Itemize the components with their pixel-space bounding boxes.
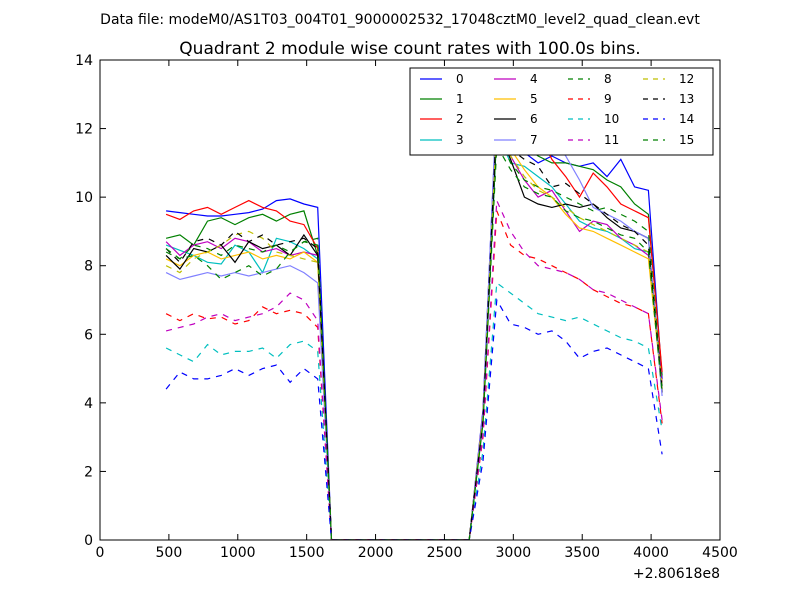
x-tick-label: 4500 bbox=[702, 545, 738, 561]
legend-label-1: 1 bbox=[456, 92, 464, 106]
legend-label-10: 10 bbox=[604, 112, 619, 126]
series-line-0 bbox=[166, 98, 663, 540]
x-tick-label: 4000 bbox=[633, 545, 669, 561]
y-tick-label: 8 bbox=[84, 259, 93, 275]
legend-label-15: 15 bbox=[679, 133, 694, 147]
legend-label-12: 12 bbox=[679, 72, 694, 86]
x-tick-label: 3000 bbox=[496, 545, 532, 561]
y-tick-label: 2 bbox=[84, 464, 93, 480]
ticks-layer: 0 500 1000 1500 2000 2500 3000 3500 4000 4500 0 2 4 6… bbox=[75, 53, 738, 561]
series-line-1 bbox=[165, 111, 663, 540]
x-offset-label: +2.80618e8 bbox=[633, 566, 720, 582]
legend-label-9: 9 bbox=[604, 92, 612, 106]
legend-label-2: 2 bbox=[456, 112, 464, 126]
series-line-11 bbox=[165, 200, 663, 540]
legend-label-8: 8 bbox=[604, 72, 612, 86]
series-line-15 bbox=[165, 143, 663, 540]
x-tick-label: 1000 bbox=[220, 545, 256, 561]
legend-label-6: 6 bbox=[530, 112, 538, 126]
legend-label-14: 14 bbox=[679, 112, 694, 126]
legend-label-3: 3 bbox=[456, 133, 464, 147]
y-tick-label: 12 bbox=[75, 122, 93, 138]
x-tick-label: 2000 bbox=[358, 545, 394, 561]
series-line-9 bbox=[165, 210, 663, 540]
series-line-8 bbox=[165, 131, 663, 540]
y-tick-label: 10 bbox=[75, 190, 93, 206]
series-line-12 bbox=[165, 121, 663, 540]
suptitle: Data file: modeM0/AS1T03_004T01_90000025… bbox=[100, 12, 700, 28]
y-tick-label: 6 bbox=[84, 327, 93, 343]
legend-label-4: 4 bbox=[530, 72, 538, 86]
x-tick-label: 1500 bbox=[289, 545, 325, 561]
series-line-6 bbox=[165, 128, 663, 540]
y-tick-label: 4 bbox=[84, 396, 93, 412]
x-tick-label: 3500 bbox=[564, 545, 600, 561]
series-line-5 bbox=[165, 104, 663, 540]
legend-label-7: 7 bbox=[530, 133, 538, 147]
series-line-13 bbox=[165, 114, 663, 540]
legend-label-13: 13 bbox=[679, 92, 694, 106]
legend-label-5: 5 bbox=[530, 92, 538, 106]
y-tick-label: 14 bbox=[75, 53, 93, 69]
series-line-2 bbox=[165, 115, 663, 540]
series-line-10 bbox=[165, 281, 663, 540]
y-tick-label: 0 bbox=[84, 533, 93, 549]
legend-label-0: 0 bbox=[456, 72, 464, 86]
x-tick-label: 2500 bbox=[427, 545, 463, 561]
plot-frame bbox=[99, 59, 721, 541]
x-tick-label: 500 bbox=[156, 545, 183, 561]
series-line-4 bbox=[165, 107, 663, 540]
series-line-14 bbox=[165, 298, 663, 540]
chart-title: Quadrant 2 module wise count rates with … bbox=[179, 39, 640, 59]
legend-label-11: 11 bbox=[604, 133, 619, 147]
series-line-7 bbox=[165, 96, 663, 540]
x-tick-label: 0 bbox=[96, 545, 105, 561]
legend-box bbox=[409, 67, 714, 156]
series-layer bbox=[165, 96, 663, 540]
series-line-3 bbox=[165, 131, 663, 540]
